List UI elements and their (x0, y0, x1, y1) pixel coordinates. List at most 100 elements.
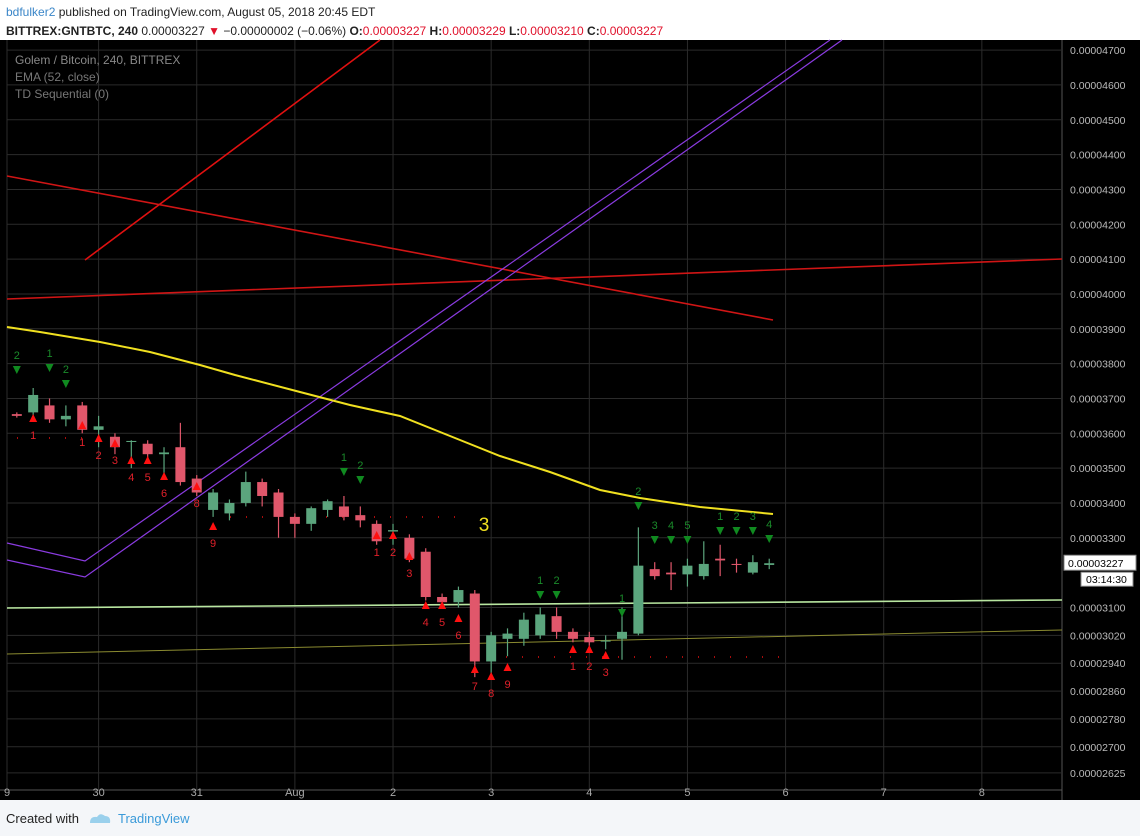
td-arrow (650, 536, 659, 544)
td-count: 2 (733, 511, 739, 523)
y-tick-label: 0.00004400 (1070, 150, 1126, 162)
candle-body (338, 506, 349, 517)
candle-body (126, 440, 137, 442)
y-tick-label: 0.00004100 (1070, 254, 1126, 266)
y-tick-label: 0.00003020 (1070, 630, 1126, 642)
y-tick-label: 0.00003400 (1070, 498, 1126, 510)
published: published on TradingView.com, August 05,… (58, 5, 376, 19)
candle-body (617, 631, 628, 639)
x-tick-label: 8 (979, 787, 985, 799)
candle-body (355, 515, 366, 521)
td-arrow (78, 421, 87, 429)
td-count: 3 (112, 455, 118, 467)
td-count: 4 (766, 519, 772, 531)
candle-body (453, 590, 464, 603)
td-arrow (683, 536, 692, 544)
support-line (6, 599, 1063, 609)
td-count: 2 (14, 350, 20, 362)
td-arrow (568, 645, 577, 653)
candle-body (649, 569, 660, 577)
channel-line (6, 39, 831, 562)
c-label: C: (587, 24, 600, 38)
td-arrow (716, 527, 725, 535)
td-arrow (389, 531, 398, 539)
y-tick-label: 0.00003500 (1070, 463, 1126, 475)
y-tick-label: 0.00002625 (1070, 768, 1126, 780)
user[interactable]: bdfulker2 (6, 5, 56, 19)
x-tick-label: 31 (191, 787, 203, 799)
td-arrow (339, 468, 348, 476)
td-arrow (470, 665, 479, 673)
c: 0.00003227 (599, 24, 664, 38)
td-count: 1 (619, 593, 625, 605)
td-count: 8 (488, 688, 494, 700)
x-tick-label: 6 (783, 787, 789, 799)
td-count: 3 (603, 667, 609, 679)
td-count: 5 (684, 520, 690, 532)
td-arrow (127, 456, 136, 464)
trend-line (84, 39, 381, 261)
candle-body (28, 394, 39, 413)
td-arrow (110, 439, 119, 447)
candle-body (584, 637, 595, 643)
candle-body (518, 619, 529, 639)
x-tick-label: 4 (586, 787, 592, 799)
trend-line (6, 258, 1063, 300)
td-count: 4 (128, 472, 134, 484)
candle-body (388, 530, 399, 532)
y-tick-label: 0.00002940 (1070, 658, 1126, 670)
candle-body (77, 405, 88, 430)
td-count: 1 (374, 547, 380, 559)
y-tick-label: 0.00003700 (1070, 393, 1126, 405)
chart: Golem / Bitcoin, 240, BITTREX EMA (52, c… (0, 39, 1140, 800)
last: 0.00003227 (141, 24, 205, 38)
y-tick-label: 0.00002780 (1070, 714, 1126, 726)
td-arrow (192, 482, 201, 490)
td-count: 1 (46, 348, 52, 360)
td-count: 2 (63, 364, 69, 376)
candle-body (698, 563, 709, 577)
candle-body (306, 508, 317, 524)
footer: Created with TradingView (0, 800, 1140, 836)
candle-body (682, 565, 693, 575)
td-arrow (732, 527, 741, 535)
candle-body (289, 516, 300, 524)
countdown: 03:14:30 (1086, 574, 1127, 586)
candle-body (142, 443, 153, 455)
td-count: 6 (161, 488, 167, 500)
td-count: 9 (504, 679, 510, 691)
candle-body (764, 563, 775, 565)
td-arrow (45, 364, 54, 372)
y-tick-label: 0.00003800 (1070, 359, 1126, 371)
y-tick-label: 0.00003100 (1070, 602, 1126, 614)
td-count: 1 (717, 511, 723, 523)
arrow: ▼ (208, 24, 220, 38)
td-count: 5 (439, 617, 445, 629)
td-arrow (61, 380, 70, 388)
annotation: 3 (479, 515, 490, 536)
td-arrow (601, 651, 610, 659)
td-count: 3 (406, 568, 412, 580)
legend-item: EMA (52, close) (15, 70, 100, 84)
candle-body (731, 563, 742, 565)
td-count: 1 (79, 437, 85, 449)
countdown-box (1080, 571, 1134, 587)
chart-bg (0, 40, 1140, 800)
y-tick-label: 0.00003600 (1070, 428, 1126, 440)
brand[interactable]: TradingView (118, 811, 190, 826)
td-count: 2 (96, 450, 102, 462)
y-tick-label: 0.00004000 (1070, 289, 1126, 301)
td-arrow (12, 366, 21, 374)
quote-line: BITTREX:GNTBTC, 240 0.00003227 ▼ −0.0000… (6, 22, 663, 41)
candle-body (437, 597, 448, 603)
created-with: Created with (6, 811, 79, 826)
header: bdfulker2 published on TradingView.com, … (6, 3, 663, 41)
x-tick-label: 30 (92, 787, 104, 799)
candle-body (502, 633, 513, 639)
td-arrow (94, 434, 103, 442)
td-count: 4 (423, 617, 429, 629)
candle-body (535, 614, 546, 636)
y-tick-label: 0.00004300 (1070, 184, 1126, 196)
trend-line (6, 175, 774, 321)
